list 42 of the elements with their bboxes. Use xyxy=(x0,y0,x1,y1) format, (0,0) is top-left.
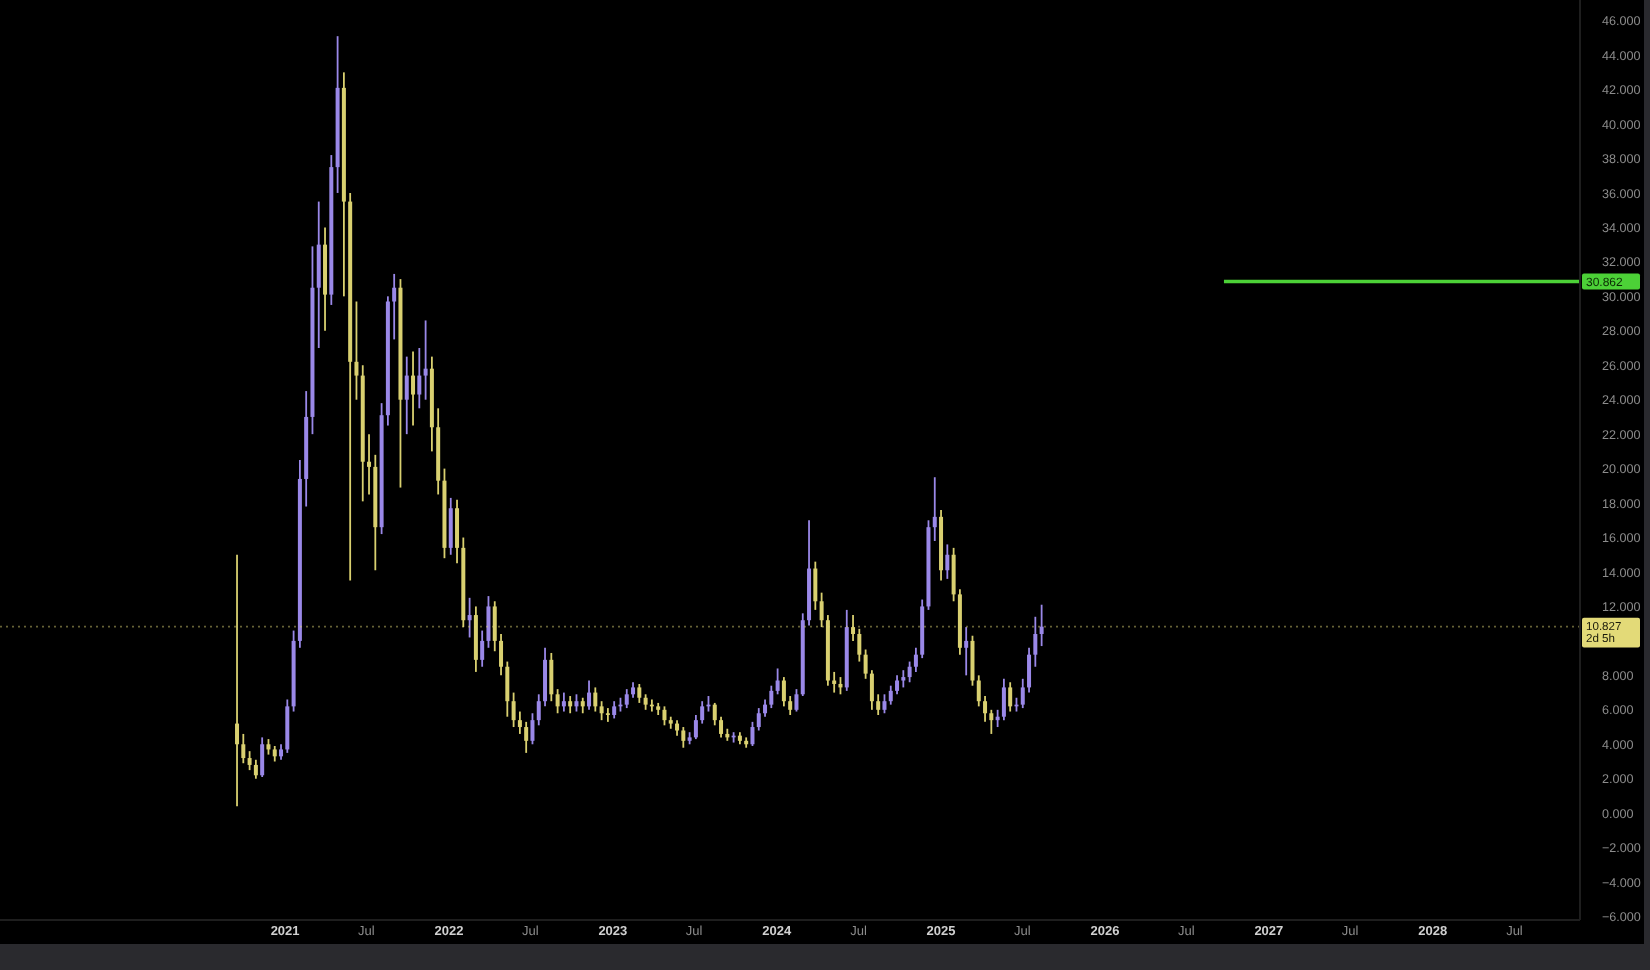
candlestick xyxy=(417,347,422,410)
candlestick xyxy=(769,684,774,709)
candlestick xyxy=(662,705,667,727)
candlestick xyxy=(473,605,478,673)
candlestick xyxy=(932,476,937,542)
candlestick xyxy=(260,736,265,778)
candlestick xyxy=(593,686,598,713)
candlestick xyxy=(945,543,950,580)
candlestick xyxy=(637,683,642,704)
candlestick xyxy=(247,750,252,772)
candlestick xyxy=(467,596,472,639)
candlestick xyxy=(750,720,755,747)
candlestick xyxy=(404,355,409,436)
candlestick xyxy=(882,693,887,715)
candlestick xyxy=(775,667,780,696)
candlestick xyxy=(549,652,554,703)
candlestick xyxy=(285,698,290,754)
candlestick xyxy=(1008,681,1013,713)
candlestick xyxy=(756,707,761,732)
candlestick xyxy=(605,707,610,723)
candlestick xyxy=(524,720,529,754)
candlestick xyxy=(781,676,786,708)
candlestick xyxy=(423,319,428,401)
candlestick xyxy=(316,200,321,349)
candlestick xyxy=(530,712,535,746)
candlestick xyxy=(561,691,566,713)
candlestick xyxy=(599,700,604,722)
candlestick xyxy=(964,626,969,677)
candlestick xyxy=(448,497,453,556)
candlestick xyxy=(411,350,416,427)
candlestick xyxy=(235,553,240,808)
candlestick xyxy=(253,758,258,780)
candlestick xyxy=(813,560,818,611)
candlestick xyxy=(1039,603,1044,647)
candlestick xyxy=(555,688,560,715)
candlestick xyxy=(511,691,516,728)
candlestick xyxy=(624,688,629,709)
candlestick xyxy=(1001,677,1006,722)
candlestick xyxy=(794,688,799,713)
candlestick xyxy=(681,726,686,749)
candlestick xyxy=(970,634,975,687)
candlestick xyxy=(587,679,592,711)
